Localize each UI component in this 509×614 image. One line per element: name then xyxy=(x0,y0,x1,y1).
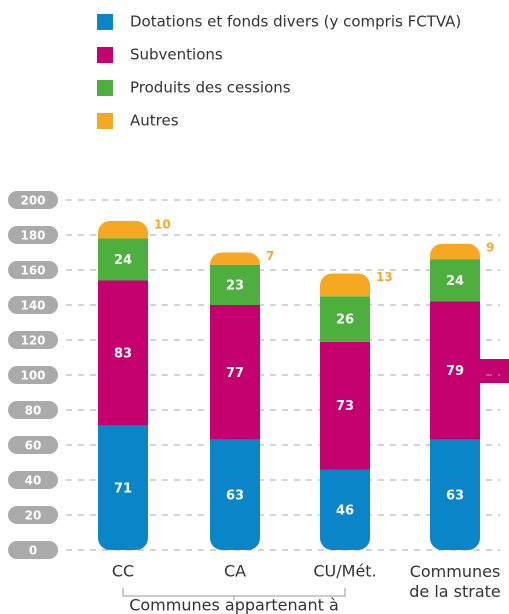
y-tick-pill xyxy=(8,471,58,489)
bar-segment xyxy=(430,439,480,550)
bar-segment xyxy=(320,341,370,470)
data-label: 83 xyxy=(114,347,132,362)
bar-segment xyxy=(430,259,480,302)
y-tick-pill xyxy=(8,366,58,384)
legend-label: Dotations et fonds divers (y compris FCT… xyxy=(130,13,461,31)
bar-segment xyxy=(98,425,148,550)
x-tick-label: CU/Mét. xyxy=(313,562,376,581)
bar-segment xyxy=(98,238,148,281)
legend-swatch xyxy=(97,113,113,129)
y-tick-label: 120 xyxy=(20,334,45,348)
bar-group xyxy=(320,273,370,550)
data-label: 10 xyxy=(154,218,171,232)
legend-swatch xyxy=(97,47,113,63)
data-label: 24 xyxy=(446,274,464,289)
legend-swatch xyxy=(97,80,113,96)
legend-label: Subventions xyxy=(130,46,223,64)
data-label: 7 xyxy=(266,249,274,263)
y-tick-label: 60 xyxy=(25,439,42,453)
x-tick-label: Communes de la strate xyxy=(409,562,501,601)
bar-segment xyxy=(430,301,480,440)
legend-label: Autres xyxy=(130,112,179,130)
data-label: 13 xyxy=(376,270,393,284)
y-tick-pill xyxy=(8,296,58,314)
data-label: 71 xyxy=(114,481,132,496)
bar-segment xyxy=(210,305,260,440)
y-tick-label: 0 xyxy=(29,544,37,558)
bar-segment xyxy=(320,469,370,550)
y-tick-label: 20 xyxy=(25,509,42,523)
bar-segment xyxy=(210,264,260,305)
bar-segment xyxy=(98,280,148,426)
data-label: 79 xyxy=(446,364,464,379)
data-label: 24 xyxy=(114,253,132,268)
decor-tab xyxy=(478,359,509,383)
bar-group xyxy=(430,243,480,550)
data-label: 26 xyxy=(336,313,354,328)
data-label: 77 xyxy=(226,366,244,381)
data-label: 9 xyxy=(486,240,494,254)
x-tick-label: CC xyxy=(112,562,134,581)
y-tick-label: 200 xyxy=(20,194,45,208)
y-tick-pill xyxy=(8,401,58,419)
legend-label: Produits des cessions xyxy=(130,79,291,97)
y-tick-pill xyxy=(8,506,58,524)
legend-swatch xyxy=(97,14,113,30)
bar-segment xyxy=(430,243,480,260)
y-tick-label: 80 xyxy=(25,404,42,418)
y-tick-label: 40 xyxy=(25,474,42,488)
data-label: 23 xyxy=(226,278,244,293)
bar-segment xyxy=(210,252,260,265)
y-tick-pill xyxy=(8,331,58,349)
data-label: 63 xyxy=(446,488,464,503)
bar-group xyxy=(98,221,148,550)
bar-group xyxy=(210,252,260,550)
group-bracket xyxy=(122,588,346,600)
data-label: 63 xyxy=(226,488,244,503)
bar-segment xyxy=(320,296,370,342)
y-tick-pill xyxy=(8,436,58,454)
y-tick-label: 180 xyxy=(20,229,45,243)
y-tick-pill xyxy=(8,191,58,209)
data-label: 46 xyxy=(336,503,354,518)
bar-segment xyxy=(320,273,370,297)
bar-segment xyxy=(98,221,148,239)
x-tick-label: CA xyxy=(224,562,246,581)
y-tick-label: 140 xyxy=(20,299,45,313)
y-tick-pill xyxy=(8,226,58,244)
bar-segment xyxy=(210,439,260,550)
y-tick-pill xyxy=(8,541,58,559)
y-tick-pill xyxy=(8,261,58,279)
data-label: 73 xyxy=(336,399,354,414)
y-tick-label: 160 xyxy=(20,264,45,278)
group-label: Communes appartenant à xyxy=(129,596,339,614)
y-tick-label: 100 xyxy=(20,369,45,383)
